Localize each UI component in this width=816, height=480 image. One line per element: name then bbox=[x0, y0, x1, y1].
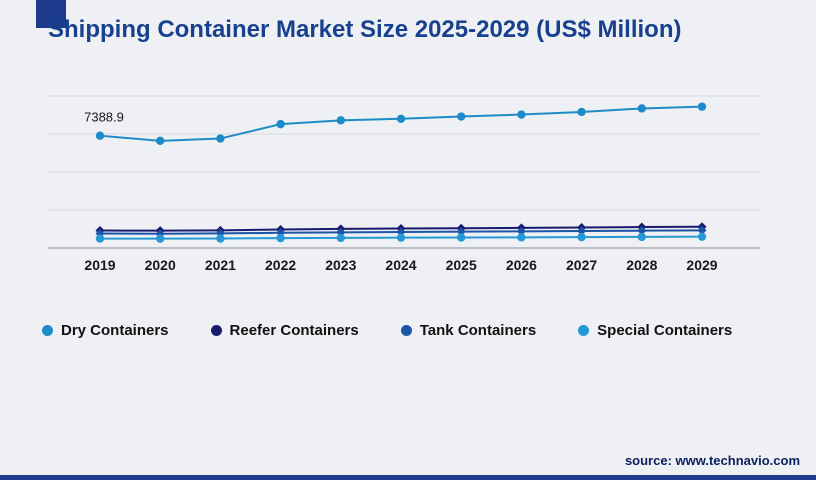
x-tick-label: 2026 bbox=[506, 257, 537, 273]
legend-item-tank-containers: Tank Containers bbox=[400, 322, 537, 339]
data-point-marker bbox=[577, 107, 586, 117]
line-chart: 2019 2020 2021 2022 2023 2024 2025 2026 2027 2028… bbox=[48, 95, 760, 273]
x-tick-label: 2020 bbox=[145, 257, 176, 273]
legend-item-special-containers: Special Containers bbox=[578, 322, 732, 339]
legend-item-dry-containers: Dry Containers bbox=[42, 322, 169, 339]
legend-label-tank-containers: Tank Containers bbox=[419, 322, 537, 339]
data-point-marker bbox=[336, 116, 345, 125]
data-point-marker bbox=[95, 131, 105, 140]
data-point-marker bbox=[156, 234, 165, 243]
data-point-marker bbox=[637, 226, 647, 236]
data-point-marker bbox=[577, 226, 587, 236]
x-tick-label: 2019 bbox=[84, 257, 115, 273]
x-tick-label: 2028 bbox=[626, 257, 657, 273]
series-dry-containers-line bbox=[99, 105, 703, 142]
series-dry-containers bbox=[95, 102, 707, 146]
brand-corner-square bbox=[36, 0, 66, 28]
source-attribution: source: www.technavio.com bbox=[624, 453, 800, 468]
data-point-marker bbox=[516, 226, 526, 236]
x-tick-label: 2029 bbox=[686, 257, 717, 273]
data-label-annotation: 7388.9 bbox=[84, 110, 124, 125]
data-point-marker bbox=[336, 233, 345, 243]
chart-legend: Dry Containers Reefer Containers Tank Co… bbox=[42, 322, 732, 339]
data-point-marker bbox=[156, 136, 165, 146]
legend-dot-reefer-containers bbox=[210, 325, 222, 336]
data-point-marker bbox=[697, 225, 707, 235]
legend-item-reefer-containers: Reefer Containers bbox=[210, 322, 359, 339]
legend-dot-dry-containers bbox=[42, 325, 53, 336]
legend-label-dry-containers: Dry Containers bbox=[61, 322, 169, 339]
data-point-marker bbox=[396, 233, 406, 242]
x-tick-label: 2022 bbox=[265, 257, 296, 273]
data-point-marker bbox=[697, 102, 707, 111]
data-point-marker bbox=[216, 134, 225, 143]
data-point-marker bbox=[517, 110, 526, 119]
x-tick-label: 2024 bbox=[385, 257, 416, 273]
x-tick-label: 2027 bbox=[566, 257, 597, 273]
data-point-marker bbox=[697, 232, 707, 241]
chart-title: Shipping Container Market Size 2025-2029… bbox=[48, 16, 682, 43]
x-axis-tick-labels: 2019 2020 2021 2022 2023 2024 2025 2026 2027 2028… bbox=[84, 257, 717, 273]
data-point-marker bbox=[456, 227, 466, 237]
legend-label-reefer-containers: Reefer Containers bbox=[229, 322, 359, 339]
data-point-marker bbox=[95, 234, 105, 243]
data-point-marker bbox=[637, 104, 646, 113]
gridlines bbox=[48, 95, 760, 211]
data-point-marker bbox=[396, 114, 406, 123]
data-point-marker bbox=[457, 233, 466, 242]
data-point-marker bbox=[517, 233, 526, 242]
x-tick-label: 2025 bbox=[446, 257, 477, 273]
legend-dot-tank-containers bbox=[400, 325, 412, 336]
data-point-marker bbox=[457, 112, 466, 121]
series-special-containers bbox=[95, 232, 707, 243]
legend-dot-special-containers bbox=[578, 325, 590, 336]
data-point-marker bbox=[276, 233, 285, 243]
data-point-marker bbox=[276, 119, 285, 129]
data-point-marker bbox=[637, 232, 646, 242]
bottom-accent-bar bbox=[0, 475, 816, 480]
legend-label-special-containers: Special Containers bbox=[597, 322, 733, 339]
data-point-marker bbox=[577, 232, 586, 242]
data-point-marker bbox=[216, 234, 225, 243]
x-tick-label: 2023 bbox=[325, 257, 356, 273]
x-tick-label: 2021 bbox=[205, 257, 236, 273]
